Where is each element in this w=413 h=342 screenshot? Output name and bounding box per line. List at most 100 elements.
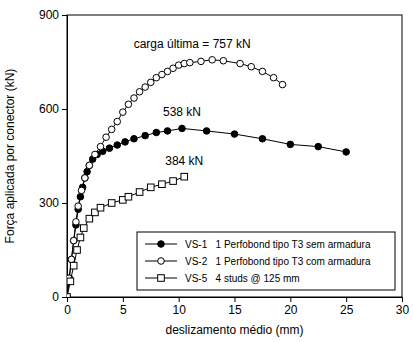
y-tick-label: 900 [39,8,59,22]
y-axis-title: Força aplicada por conector (kN) [3,69,17,244]
legend-label: VS-2 1 Perfobond tipo T3 com armadura [185,256,371,267]
marker-shape [158,241,165,248]
data-point [97,143,104,150]
data-point [164,128,171,135]
data-point [131,95,138,102]
y-tick-mark [62,203,67,204]
data-point [343,149,350,156]
marker-shape [108,200,115,207]
data-point [147,79,154,86]
marker-shape [279,81,286,88]
marker-shape [68,256,75,263]
data-point [86,162,93,169]
marker-shape [67,294,70,297]
x-tick-label: 10 [172,303,186,317]
marker-shape [159,181,166,188]
data-point [187,59,194,66]
marker-shape [114,142,121,149]
data-point [315,143,322,150]
data-point [259,135,266,142]
legend-marker [158,241,165,248]
x-tick-label: 30 [396,303,410,317]
data-point [209,57,216,64]
marker-shape [106,145,113,152]
marker-shape [73,219,80,226]
x-tick: 30 [396,297,410,317]
data-point [92,151,99,158]
marker-shape [136,88,143,95]
annotation: 538 kN [163,105,201,119]
marker-shape [142,84,149,91]
data-point [259,68,266,75]
marker-shape [187,59,194,66]
data-point [68,256,75,263]
marker-shape [170,178,177,185]
x-axis-line [68,298,403,303]
x-tick-label: 15 [228,303,242,317]
data-point [70,237,77,244]
y-tick: 0 [52,290,67,304]
marker-shape [92,151,99,158]
marker-shape [179,125,186,132]
data-point [67,294,70,297]
marker-shape [67,278,74,285]
marker-shape [131,135,138,142]
marker-shape [70,237,77,244]
data-point [231,131,238,138]
x-tick: 5 [120,297,127,317]
marker-shape [125,101,132,108]
data-point [70,237,77,244]
data-point [287,141,294,148]
x-tick-mark [235,297,236,302]
marker-shape [164,128,171,135]
data-point [86,162,93,169]
y-tick-mark [62,109,67,110]
marker-shape [122,139,129,146]
data-point [73,219,80,226]
data-point [142,132,149,139]
x-tick: 10 [172,297,186,317]
data-point [108,200,115,207]
marker-shape [270,74,277,81]
marker-shape [70,262,77,269]
data-point [142,84,149,91]
y-tick-label: 600 [39,102,59,116]
chart: 0510152025300300600900deslizamento médio… [0,0,413,342]
x-tick-mark [402,297,403,302]
marker-shape [237,60,244,67]
x-tick-label: 20 [284,303,298,317]
x-tick: 0 [64,297,71,317]
y-axis: 0300600900 [39,8,68,304]
marker-shape [67,294,70,297]
marker-shape [287,141,294,148]
x-tick-mark [346,297,347,302]
marker-shape [75,203,82,210]
x-tick-mark [123,297,124,302]
y-tick: 600 [39,102,67,116]
data-point [114,142,121,149]
marker-shape [153,129,160,136]
data-point [67,294,70,297]
legend-box [137,232,395,290]
data-point [68,256,75,263]
annotation: 384 kN [165,154,203,168]
legend-label: VS-1 1 Perfobond tipo T3 sem armadura [185,239,371,250]
data-point [108,126,115,133]
marker-shape [82,175,89,182]
marker-shape [86,215,93,222]
data-point [82,175,89,182]
data-point [82,175,89,182]
plot-frame [67,15,402,297]
marker-shape [136,189,143,196]
marker-shape [231,131,238,138]
marker-shape [147,79,154,86]
data-point [147,184,154,191]
data-point [67,278,74,285]
marker-shape [181,173,188,180]
marker-shape [315,143,322,150]
marker-shape [198,58,205,65]
x-tick-mark [179,297,180,302]
data-point [97,204,104,211]
data-point [103,134,110,141]
marker-shape [74,247,81,254]
